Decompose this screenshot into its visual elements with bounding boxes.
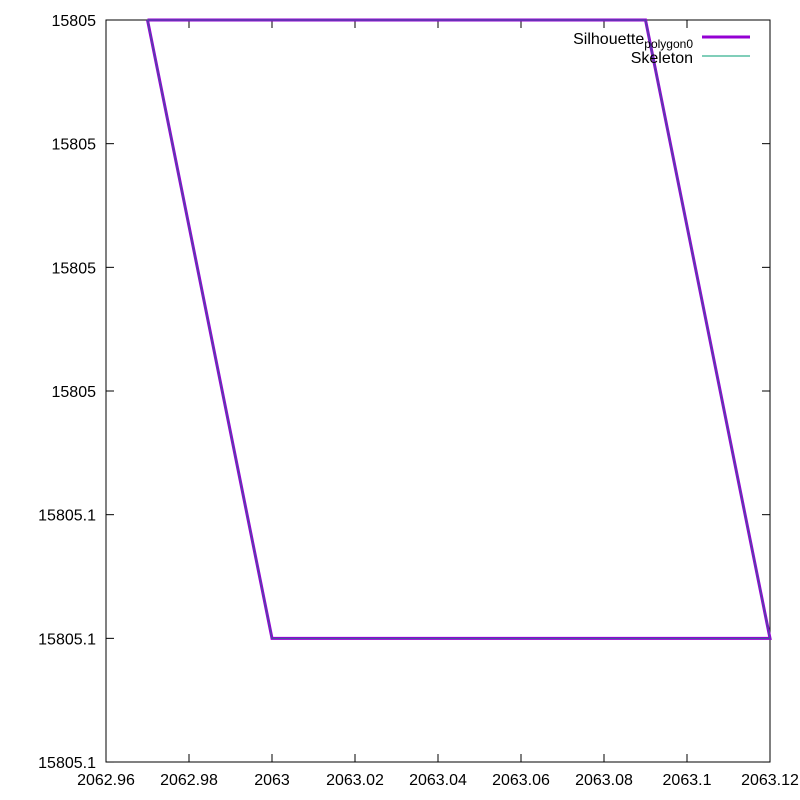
x-tick-label: 2062.98 bbox=[160, 772, 218, 789]
legend-label-silhouette: Silhouettepolygon0 bbox=[573, 31, 693, 51]
y-tick-label: 15805 bbox=[52, 137, 97, 154]
x-tick-label: 2062.96 bbox=[77, 772, 135, 789]
ticks bbox=[105, 19, 771, 763]
x-tick-label: 2063.02 bbox=[326, 772, 384, 789]
series-line-silhouette bbox=[146, 18, 772, 640]
legend-silhouette-name: Silhouette bbox=[573, 31, 644, 48]
legend-silhouette-subscript: polygon0 bbox=[644, 37, 693, 51]
legend-skeleton-name: Skeleton bbox=[631, 50, 693, 67]
series-line-skeleton bbox=[147, 19, 771, 639]
x-tick-label: 2063.08 bbox=[575, 772, 633, 789]
series-lines bbox=[146, 18, 772, 640]
plot-frame bbox=[105, 19, 771, 763]
tick-labels: 2062.96 2062.98 2063 2063.02 2063.04 2063.06 2… bbox=[38, 13, 799, 789]
x-tick-label: 2063.04 bbox=[409, 772, 467, 789]
legend-label-skeleton: Skeleton bbox=[631, 50, 693, 67]
x-tick-label: 2063.1 bbox=[663, 772, 712, 789]
y-tick-label: 15805 bbox=[52, 13, 97, 30]
y-tick-label: 15805.1 bbox=[38, 755, 96, 772]
y-tick-label: 15805.1 bbox=[38, 631, 96, 648]
legend: Silhouettepolygon0 Skeleton bbox=[573, 31, 750, 67]
y-tick-label: 15805 bbox=[52, 384, 97, 401]
x-tick-label: 2063 bbox=[254, 772, 290, 789]
x-tick-label: 2063.06 bbox=[492, 772, 550, 789]
y-tick-label: 15805 bbox=[52, 260, 97, 277]
x-tick-label: 2063.12 bbox=[741, 772, 799, 789]
y-tick-label: 15805.1 bbox=[38, 508, 96, 525]
